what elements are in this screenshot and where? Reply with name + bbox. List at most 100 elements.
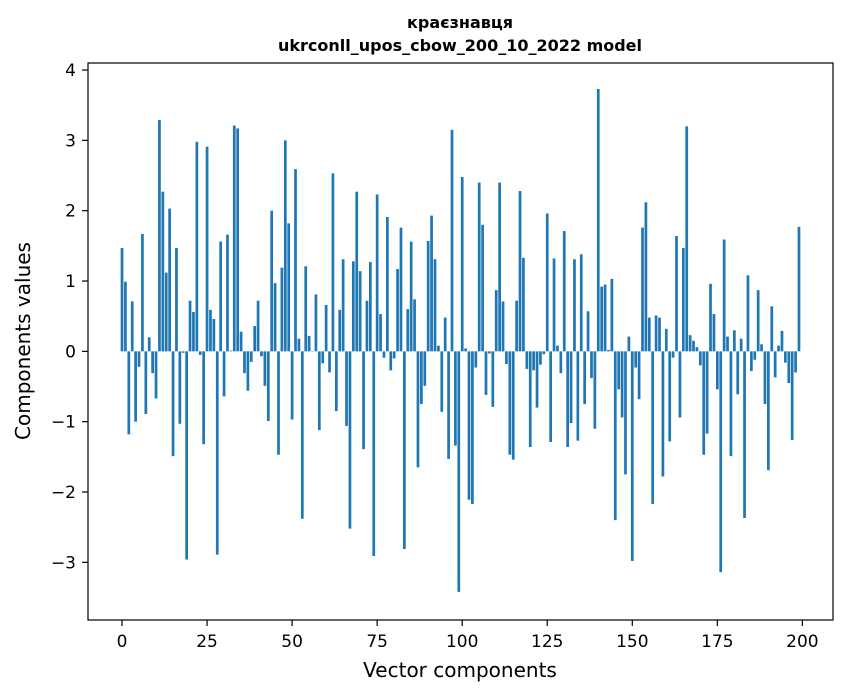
bar-117: [519, 191, 522, 351]
bar-192: [774, 351, 777, 377]
bar-52: [298, 339, 301, 352]
bar-64: [338, 310, 341, 351]
bar-33: [233, 126, 236, 352]
chart-subtitle: ukrconll_upos_cbow_200_10_2022 model: [278, 36, 642, 55]
bar-136: [583, 351, 586, 404]
bar-127: [553, 259, 556, 352]
bar-135: [580, 254, 583, 351]
bar-71: [362, 351, 365, 449]
bar-172: [706, 351, 709, 433]
bar-94: [440, 351, 443, 411]
bar-165: [682, 248, 685, 351]
bar-134: [577, 351, 580, 440]
bar-49: [287, 223, 290, 351]
y-tick-label: 0: [65, 342, 76, 362]
bar-131: [566, 351, 569, 447]
bar-151: [634, 351, 637, 367]
bar-46: [277, 351, 280, 454]
bar-59: [321, 351, 324, 363]
bar-125: [546, 214, 549, 352]
bar-37: [247, 351, 250, 390]
x-tick-label: 50: [281, 632, 303, 652]
bar-133: [573, 259, 576, 351]
x-tick-label: 0: [117, 632, 128, 652]
bar-29: [219, 242, 222, 352]
bar-138: [590, 351, 593, 378]
bar-198: [794, 351, 797, 372]
bar-113: [505, 351, 508, 364]
bar-107: [485, 351, 488, 395]
bar-38: [250, 351, 253, 362]
bar-156: [651, 351, 654, 504]
y-axis-label: Components values: [11, 242, 35, 440]
bar-128: [556, 346, 559, 352]
bar-65: [342, 259, 345, 351]
bar-2: [127, 351, 130, 434]
bar-191: [770, 306, 773, 351]
bar-109: [491, 351, 494, 407]
bar-129: [559, 351, 562, 373]
bar-28: [216, 351, 219, 554]
bar-149: [628, 337, 631, 352]
bar-177: [723, 240, 726, 352]
bar-111: [498, 183, 501, 352]
bar-75: [376, 195, 379, 352]
bar-119: [525, 351, 528, 369]
bar-132: [570, 351, 573, 423]
bar-103: [471, 351, 474, 504]
bar-99: [457, 351, 460, 592]
bar-82: [400, 228, 403, 352]
bar-182: [740, 339, 743, 352]
bar-190: [767, 351, 770, 470]
bar-166: [685, 126, 688, 351]
bar-16: [175, 248, 178, 351]
y-tick-label: 4: [65, 61, 76, 81]
chart-title: краєзнавця: [407, 13, 513, 32]
bar-130: [563, 231, 566, 351]
bar-178: [726, 337, 729, 352]
bar-173: [709, 284, 712, 352]
bar-114: [508, 351, 511, 454]
bar-180: [733, 330, 736, 351]
bar-183: [743, 351, 746, 518]
bar-10: [155, 351, 158, 398]
bar-141: [600, 287, 603, 352]
bar-0: [121, 248, 124, 351]
bar-181: [736, 351, 739, 394]
bar-174: [713, 314, 716, 351]
bar-186: [753, 351, 756, 359]
bar-185: [750, 351, 753, 371]
bar-92: [434, 259, 437, 351]
bar-68: [352, 261, 355, 351]
bar-106: [481, 225, 484, 352]
bar-91: [430, 216, 433, 352]
bar-159: [662, 351, 665, 476]
bar-35: [240, 332, 243, 352]
bar-87: [417, 351, 420, 467]
bar-80: [393, 351, 396, 358]
bar-58: [318, 351, 321, 430]
x-tick-label: 150: [616, 632, 648, 652]
y-tick-label: −3: [51, 553, 76, 573]
bar-55: [308, 336, 311, 351]
bar-43: [267, 351, 270, 421]
bar-143: [607, 350, 610, 351]
bar-88: [420, 351, 423, 404]
y-tick-label: 3: [65, 131, 76, 151]
bar-112: [502, 301, 505, 351]
bar-83: [403, 351, 406, 549]
bar-162: [672, 351, 675, 357]
bar-122: [536, 351, 539, 407]
bar-140: [597, 89, 600, 351]
bar-21: [192, 312, 195, 351]
bars-group: [121, 89, 801, 592]
bar-74: [372, 351, 375, 556]
bar-1: [124, 282, 127, 352]
bar-148: [624, 351, 627, 474]
bar-77: [383, 351, 386, 357]
bar-23: [199, 351, 202, 355]
bar-116: [515, 301, 518, 352]
bar-26: [209, 310, 212, 351]
bar-78: [386, 217, 389, 351]
